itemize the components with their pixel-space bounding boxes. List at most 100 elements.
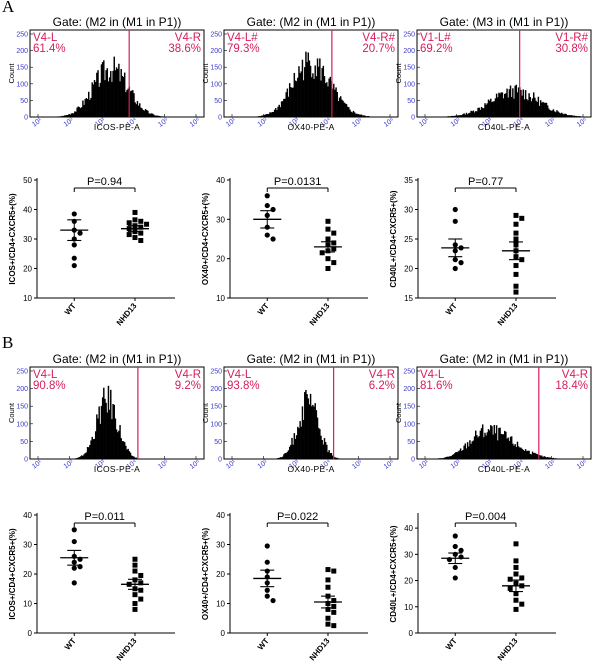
histogram-bar [510,436,513,459]
histogram-bar [90,97,92,117]
histogram-bar [351,112,354,117]
x-axis-label: OX40-PE-A [287,464,334,474]
histogram-bar [504,430,506,459]
histogram-bar [59,116,61,117]
histogram-bars [57,56,164,117]
y-tick-label: 25 [404,235,413,244]
histogram-bar [301,59,304,117]
histogram-bar [352,110,355,117]
histogram-bar [64,115,67,117]
histogram-bar [161,116,163,117]
histogram-bar [490,425,492,459]
histogram-bar [565,114,567,117]
histogram-bar [480,106,483,117]
histogram-bar [512,443,514,459]
data-point-wt [71,527,77,533]
histogram-bar [340,96,342,117]
histogram-bar [507,437,509,459]
histogram-bar [63,115,66,117]
histogram-bar [111,419,113,459]
histogram-bar [295,435,298,459]
histogram-bar [533,92,535,117]
histogram-bar [282,101,284,117]
x-category-label: WT [444,301,459,316]
y-tick-label: 40 [23,511,32,520]
histogram-bar [550,457,552,459]
histogram-bar [88,447,90,459]
histogram-bar [100,405,103,459]
histogram-bar [67,114,69,117]
histogram-bar [76,107,78,117]
histogram-bar [132,90,134,117]
data-point-nhd13 [138,224,144,230]
histogram-bar [298,428,300,459]
y-tick-label: 50 [23,176,32,185]
histogram-bar [106,68,109,117]
histogram-bar [100,64,103,117]
data-point-wt [452,533,458,539]
histogram-bar [491,102,493,117]
x-tick-label: 10² [63,117,76,129]
histogram-bar [98,86,100,117]
histogram-bar [155,115,157,117]
histogram-bar [535,100,537,117]
histogram-bar [128,451,131,459]
x-tick-label: 10⁵ [544,459,557,471]
histogram-bar [506,438,508,459]
y-tick-label: 250 [210,32,222,39]
histogram-bar [265,114,268,117]
histogram-bar [498,92,500,117]
histogram-bar [106,412,109,459]
histogram-bar [500,92,502,117]
data-point-wt [264,587,270,593]
data-point-nhd13 [331,598,337,604]
x-category-label: NHD13 [496,636,520,662]
histogram-bar [110,389,112,459]
histogram-bar [577,116,579,117]
histogram-bar [538,455,541,459]
histogram-bar [465,112,468,117]
x-category-label: NHD13 [496,301,520,327]
histogram-bar [103,387,105,459]
data-point-nhd13 [513,558,519,564]
histogram-bar [331,455,334,459]
data-point-nhd13 [331,260,337,266]
histogram-bar [505,93,507,117]
histogram-A-2: Gate: (M2 in (M1 in P1)) 0 50 100 150 200 250 1… [201,15,399,132]
histogram-bar [527,100,529,117]
histogram-bar [473,112,476,117]
histogram-bar [105,402,107,459]
y-tick-label: 150 [210,404,222,411]
histogram-bar [114,418,117,459]
histogram-bar [529,96,531,117]
histogram-bar [305,51,307,118]
histogram-bar [293,433,296,459]
x-tick-label: 10⁵ [157,459,170,471]
histogram-bar [302,80,305,117]
histogram-bar [312,404,314,459]
histogram-bar [469,440,471,459]
histogram-bar [308,404,311,459]
histogram-bar [316,417,319,459]
histogram-bar [519,447,521,459]
y-tick-label: 10 [23,294,32,303]
x-category-label: NHD13 [308,301,332,327]
histogram-bar [135,457,138,459]
histogram-bar [531,98,534,117]
histogram-bar [536,102,538,117]
histogram-bar [487,99,490,117]
histogram-bar [505,431,507,459]
histogram-bar [93,438,96,459]
histogram-bar [497,440,499,459]
data-point-nhd13 [325,577,331,583]
histogram-bar [367,116,370,117]
y-tick-label: 20 [23,265,32,274]
y-axis-label: OX40+/CD4+CXCR5+(%) [201,193,210,286]
histogram-bar [338,458,341,459]
histogram-bar [469,112,471,117]
histogram-bar [578,116,580,117]
histogram-bar [84,453,86,459]
left-region-label: V4-L# [227,32,258,44]
histogram-bar [94,431,97,459]
dotplot-B-1: 0 10 20 30 40 ICOS+/CD4+CXCR5+(%) WT NHD13 P=0.0… [8,511,175,662]
